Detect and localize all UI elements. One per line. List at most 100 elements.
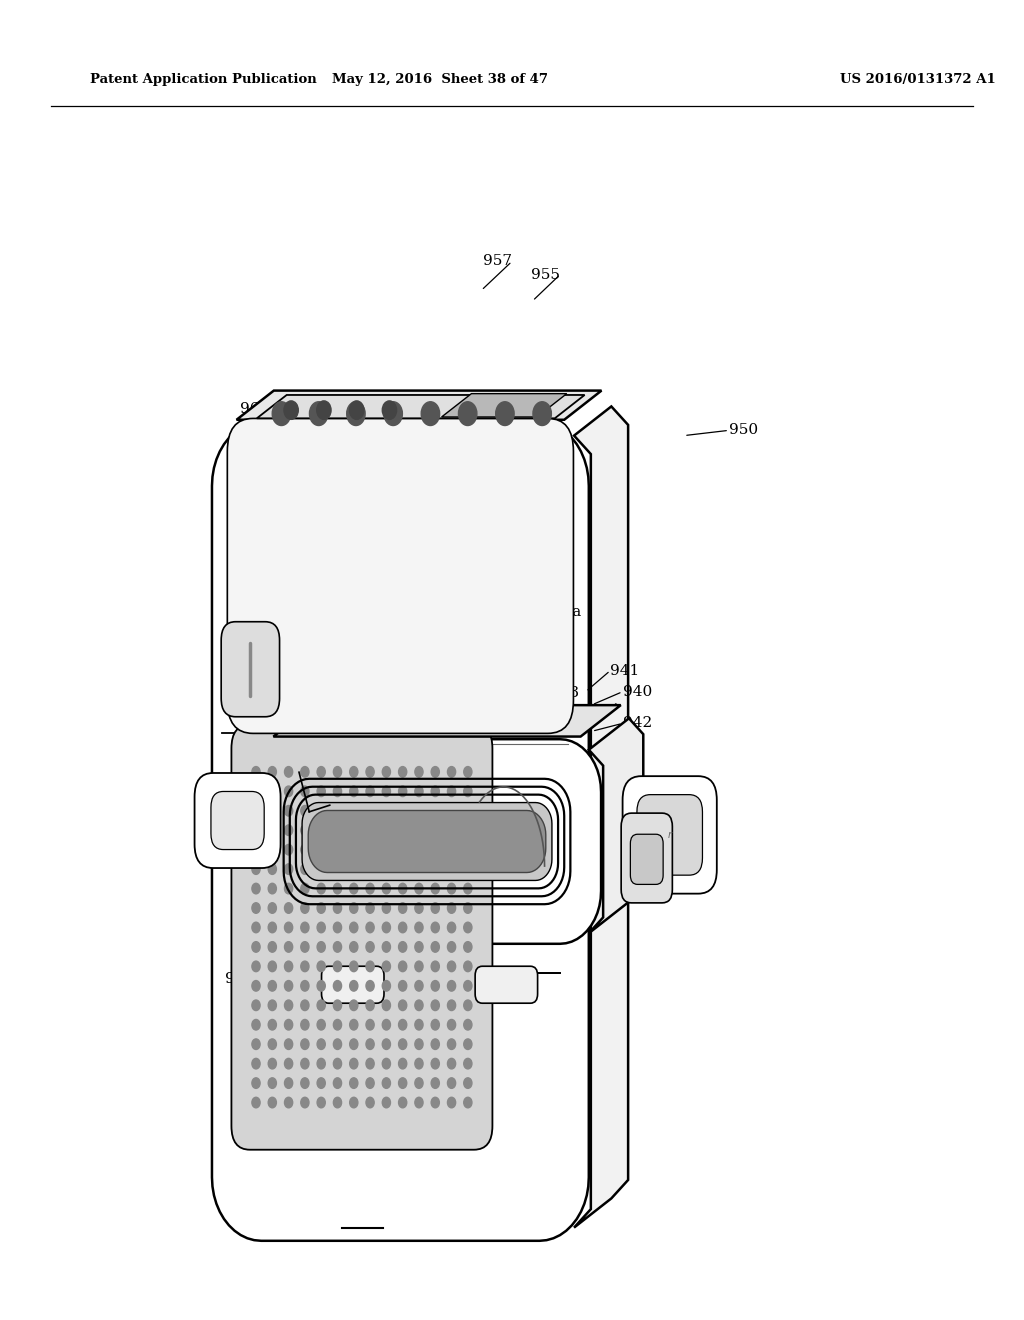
Circle shape xyxy=(334,1001,342,1011)
Text: 983: 983 xyxy=(419,606,447,619)
Circle shape xyxy=(464,767,472,777)
Circle shape xyxy=(317,845,326,855)
Circle shape xyxy=(447,1001,456,1011)
Circle shape xyxy=(366,863,374,874)
Circle shape xyxy=(268,981,276,991)
Circle shape xyxy=(268,1001,276,1011)
Circle shape xyxy=(464,863,472,874)
Circle shape xyxy=(334,923,342,933)
Circle shape xyxy=(285,785,293,796)
Circle shape xyxy=(301,767,309,777)
Circle shape xyxy=(447,1078,456,1089)
Circle shape xyxy=(317,961,326,972)
Circle shape xyxy=(447,883,456,894)
Circle shape xyxy=(334,845,342,855)
Circle shape xyxy=(301,1019,309,1030)
Circle shape xyxy=(415,903,423,913)
Circle shape xyxy=(447,961,456,972)
Circle shape xyxy=(447,923,456,933)
Circle shape xyxy=(398,1059,407,1069)
Circle shape xyxy=(366,883,374,894)
Circle shape xyxy=(366,1078,374,1089)
Circle shape xyxy=(464,1059,472,1069)
Circle shape xyxy=(464,1078,472,1089)
FancyBboxPatch shape xyxy=(475,966,538,1003)
Circle shape xyxy=(464,845,472,855)
Circle shape xyxy=(349,863,357,874)
Circle shape xyxy=(431,981,439,991)
Circle shape xyxy=(317,805,326,816)
Circle shape xyxy=(334,1059,342,1069)
Circle shape xyxy=(398,981,407,991)
Circle shape xyxy=(415,941,423,952)
Circle shape xyxy=(415,1019,423,1030)
Circle shape xyxy=(317,1039,326,1049)
Circle shape xyxy=(268,825,276,836)
Circle shape xyxy=(334,825,342,836)
Text: 982: 982 xyxy=(445,612,474,626)
Circle shape xyxy=(398,1078,407,1089)
Circle shape xyxy=(252,845,260,855)
Circle shape xyxy=(415,1097,423,1107)
Circle shape xyxy=(398,785,407,796)
Circle shape xyxy=(334,941,342,952)
Circle shape xyxy=(447,1039,456,1049)
Circle shape xyxy=(301,1059,309,1069)
Circle shape xyxy=(382,805,390,816)
Circle shape xyxy=(431,805,439,816)
Circle shape xyxy=(431,903,439,913)
Polygon shape xyxy=(253,739,601,944)
Circle shape xyxy=(252,941,260,952)
Circle shape xyxy=(349,1039,357,1049)
Circle shape xyxy=(398,805,407,816)
Text: 912: 912 xyxy=(633,832,663,845)
Circle shape xyxy=(285,1078,293,1089)
Text: 955: 955 xyxy=(531,268,560,281)
Circle shape xyxy=(382,1078,390,1089)
Circle shape xyxy=(431,1019,439,1030)
Circle shape xyxy=(285,1097,293,1107)
Circle shape xyxy=(431,1059,439,1069)
Circle shape xyxy=(464,785,472,796)
Circle shape xyxy=(464,1001,472,1011)
Circle shape xyxy=(464,805,472,816)
Circle shape xyxy=(447,1097,456,1107)
Circle shape xyxy=(252,1001,260,1011)
Text: 942: 942 xyxy=(623,717,652,730)
Circle shape xyxy=(447,1059,456,1069)
Circle shape xyxy=(431,825,439,836)
Circle shape xyxy=(366,1019,374,1030)
Circle shape xyxy=(252,805,260,816)
Text: 917: 917 xyxy=(364,612,392,626)
Circle shape xyxy=(464,825,472,836)
Circle shape xyxy=(447,767,456,777)
Circle shape xyxy=(366,825,374,836)
Circle shape xyxy=(431,767,439,777)
Circle shape xyxy=(415,805,423,816)
Circle shape xyxy=(447,981,456,991)
Circle shape xyxy=(285,1019,293,1030)
Text: 971: 971 xyxy=(227,706,256,719)
Circle shape xyxy=(464,961,472,972)
FancyBboxPatch shape xyxy=(322,966,384,1003)
Circle shape xyxy=(382,1059,390,1069)
Circle shape xyxy=(309,401,328,425)
Circle shape xyxy=(382,941,390,952)
Circle shape xyxy=(415,883,423,894)
Circle shape xyxy=(301,883,309,894)
Circle shape xyxy=(447,1019,456,1030)
Circle shape xyxy=(415,1001,423,1011)
Circle shape xyxy=(431,785,439,796)
Circle shape xyxy=(301,785,309,796)
Circle shape xyxy=(252,1078,260,1089)
Circle shape xyxy=(415,1059,423,1069)
Circle shape xyxy=(349,981,357,991)
Text: Patent Application Publication: Patent Application Publication xyxy=(90,74,316,87)
Circle shape xyxy=(382,785,390,796)
Polygon shape xyxy=(574,407,628,1228)
Circle shape xyxy=(317,903,326,913)
Circle shape xyxy=(268,785,276,796)
Circle shape xyxy=(532,401,551,425)
Circle shape xyxy=(349,1078,357,1089)
Circle shape xyxy=(398,883,407,894)
